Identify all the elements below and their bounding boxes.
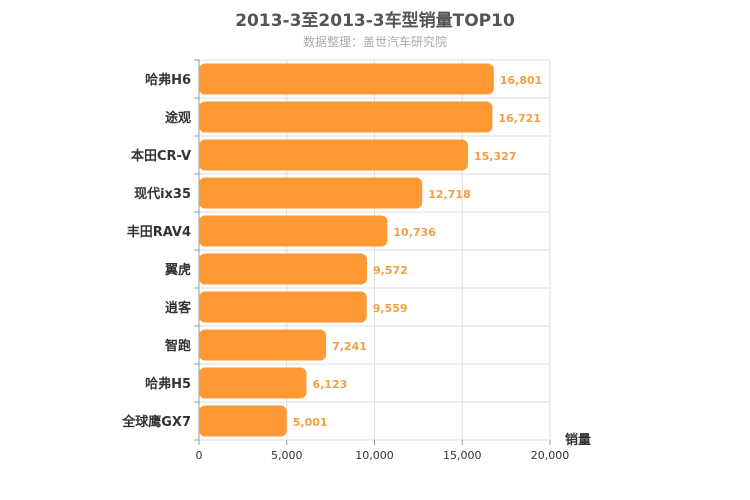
x-tick-label: 10,000	[355, 449, 394, 462]
value-label: 9,572	[373, 264, 408, 277]
value-label: 16,721	[498, 112, 540, 125]
category-label: 本田CR-V	[131, 148, 191, 164]
value-label: 16,801	[500, 74, 542, 87]
category-label: 翼虎	[164, 262, 191, 278]
x-axis-title: 销量	[565, 432, 591, 448]
category-label: 全球鹰GX7	[121, 414, 191, 430]
bar-10	[199, 405, 287, 437]
value-label: 6,123	[312, 378, 347, 391]
category-label: 途观	[165, 110, 191, 126]
category-label: 现代ix35	[134, 186, 191, 202]
value-label: 10,736	[393, 226, 436, 239]
value-label: 12,718	[428, 188, 470, 201]
bar-5	[199, 215, 388, 247]
bar-3	[199, 139, 468, 171]
x-tick-label: 20,000	[531, 449, 570, 462]
bar-9	[199, 367, 307, 399]
x-tick-label: 0	[196, 449, 203, 462]
x-tick-label: 15,000	[443, 449, 482, 462]
value-label: 15,327	[474, 150, 516, 163]
category-label: 智跑	[165, 338, 191, 354]
bar-8	[199, 329, 327, 361]
bar-4	[199, 177, 423, 209]
category-label: 逍客	[165, 300, 192, 316]
value-label: 9,559	[373, 302, 408, 315]
bar-2	[199, 101, 493, 133]
bar-1	[199, 63, 494, 95]
category-label: 哈弗H5	[145, 376, 191, 392]
value-label: 5,001	[293, 416, 328, 429]
chart-subtitle: 数据整理：盖世汽车研究院	[302, 35, 447, 49]
category-label: 哈弗H6	[145, 72, 191, 88]
bar-6	[199, 253, 367, 285]
category-label: 丰田RAV4	[127, 224, 191, 240]
chart-title: 2013-3至2013-3车型销量TOP10	[235, 11, 515, 31]
x-tick-label: 5,000	[271, 449, 303, 462]
bar-7	[199, 291, 367, 323]
value-label: 7,241	[332, 340, 367, 353]
